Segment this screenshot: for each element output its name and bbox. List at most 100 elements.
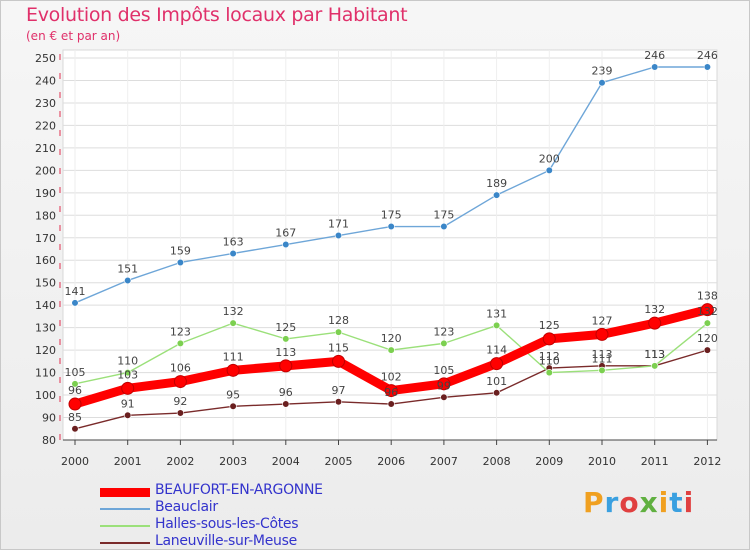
data-label: 167 — [275, 227, 296, 240]
x-tick-label: 2007 — [430, 455, 458, 468]
data-label: 171 — [328, 218, 349, 231]
chart-title: Evolution des Impôts locaux par Habitant — [26, 4, 408, 26]
y-tick-label: 90 — [42, 412, 56, 425]
data-point — [282, 240, 290, 249]
y-tick-label: 140 — [35, 299, 56, 312]
data-label: 125 — [275, 321, 296, 334]
data-label: 132 — [644, 303, 665, 316]
data-point — [282, 335, 290, 343]
data-label: 246 — [644, 49, 665, 62]
data-point — [173, 375, 187, 389]
data-label: 246 — [697, 49, 718, 62]
data-point — [124, 411, 132, 419]
data-label: 141 — [65, 285, 86, 298]
y-tick-label: 110 — [35, 367, 56, 380]
data-label: 132 — [697, 305, 718, 318]
data-label: 97 — [332, 384, 346, 397]
y-tick-label: 220 — [35, 119, 56, 132]
data-label: 113 — [592, 348, 613, 361]
data-label: 105 — [433, 364, 454, 377]
x-tick-label: 2011 — [641, 455, 669, 468]
data-label: 99 — [437, 379, 451, 392]
data-point — [68, 397, 82, 411]
data-label: 151 — [117, 262, 138, 275]
x-tick-label: 2010 — [588, 455, 616, 468]
data-point — [334, 398, 343, 406]
data-point — [229, 319, 237, 327]
data-point — [71, 425, 79, 433]
data-point — [542, 332, 556, 346]
data-point — [598, 366, 606, 374]
data-point — [332, 354, 345, 368]
data-point — [387, 400, 395, 408]
data-label: 113 — [644, 348, 665, 361]
x-tick-label: 2000 — [61, 455, 89, 468]
legend-swatch — [100, 542, 150, 544]
x-tick-label: 2004 — [272, 455, 300, 468]
data-label: 103 — [117, 368, 138, 381]
data-label: 123 — [170, 325, 191, 338]
data-label: 189 — [486, 177, 507, 190]
data-label: 85 — [68, 411, 82, 424]
x-tick-label: 2002 — [166, 455, 194, 468]
data-label: 91 — [121, 397, 135, 410]
data-point — [700, 303, 714, 317]
data-point — [121, 381, 135, 395]
data-point — [440, 222, 448, 231]
data-point — [648, 316, 662, 330]
data-label: 125 — [539, 319, 560, 332]
x-tick-label: 2006 — [377, 455, 405, 468]
x-tick-label: 2005 — [325, 455, 353, 468]
plot-area — [62, 49, 718, 441]
data-point — [651, 63, 659, 71]
data-label: 132 — [223, 305, 244, 318]
legend-label: Halles-sous-les-Côtes — [155, 516, 299, 532]
data-label: 101 — [486, 375, 507, 388]
y-tick-label: 190 — [35, 187, 56, 200]
data-label: 92 — [173, 395, 187, 408]
data-point — [71, 380, 79, 388]
data-label: 111 — [223, 350, 244, 363]
data-point — [703, 63, 712, 71]
data-label: 106 — [170, 362, 191, 375]
data-label: 96 — [384, 386, 398, 399]
data-point — [493, 191, 501, 199]
x-tick-label: 2009 — [535, 455, 563, 468]
data-label: 115 — [328, 341, 349, 354]
data-label: 175 — [433, 209, 454, 222]
data-label: 113 — [275, 346, 296, 359]
data-label: 110 — [539, 355, 560, 368]
data-point — [703, 346, 712, 354]
data-point — [226, 363, 240, 377]
y-tick-label: 180 — [35, 209, 56, 222]
data-label: 102 — [381, 371, 402, 384]
data-label: 138 — [697, 290, 718, 303]
data-point — [71, 299, 79, 307]
chart-subtitle: (en € et par an) — [26, 29, 121, 43]
data-label: 159 — [170, 244, 191, 257]
data-label: 111 — [592, 352, 613, 365]
data-point — [176, 339, 184, 347]
data-point — [384, 384, 398, 398]
data-point — [493, 389, 501, 397]
y-tick-label: 100 — [35, 389, 56, 402]
data-label: 123 — [433, 325, 454, 338]
x-tick-label: 2012 — [693, 455, 721, 468]
data-label: 110 — [117, 355, 138, 368]
data-point — [387, 222, 395, 231]
legend-swatch — [100, 488, 150, 497]
data-label: 120 — [697, 332, 718, 345]
data-point — [176, 409, 184, 417]
data-point — [176, 258, 184, 267]
data-point — [703, 319, 712, 327]
data-label: 105 — [65, 366, 86, 379]
y-tick-label: 250 — [35, 52, 56, 65]
data-label: 96 — [68, 384, 82, 397]
data-label: 114 — [486, 344, 507, 357]
y-tick-label: 230 — [35, 97, 56, 110]
data-point — [598, 79, 606, 87]
data-label: 239 — [592, 65, 613, 78]
line-chart: 8090100110120130140150160170180190200210… — [35, 49, 721, 468]
x-tick-label: 2001 — [114, 455, 142, 468]
data-point — [124, 368, 132, 377]
